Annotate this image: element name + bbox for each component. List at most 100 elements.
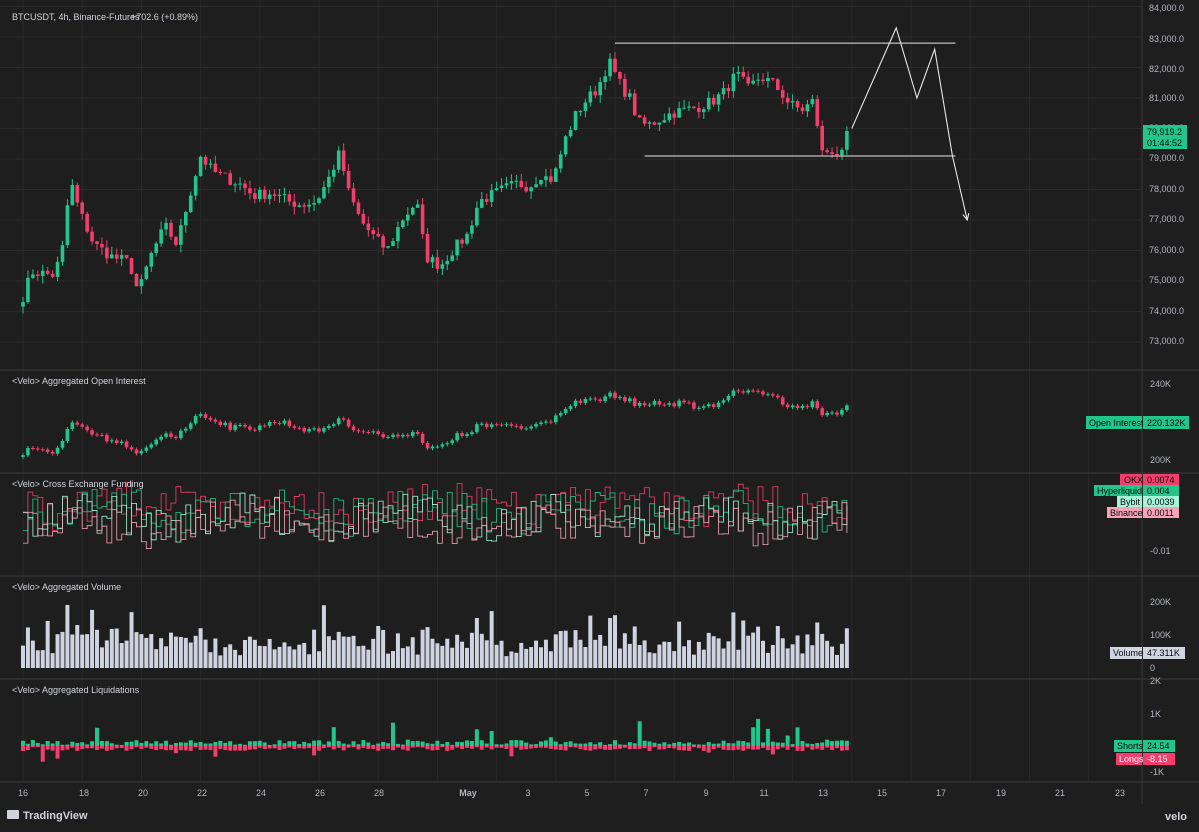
oi-body [652,401,657,405]
oi-body [790,405,795,408]
liq-short-bar [445,742,450,746]
oi-body [682,400,686,403]
liq-short-bar [119,744,124,746]
candle-body [21,302,25,307]
liq-pane-title[interactable]: <Velo> Aggregated Liquidations [12,685,140,695]
oi-body [465,434,469,437]
liq-short-bar [632,743,637,746]
volume-tick: 0 [1150,663,1155,673]
date-tick: 11 [759,788,768,798]
liq-short-bar [627,742,632,746]
candle-body [198,156,203,177]
liq-short-bar [652,742,657,746]
pane-separators[interactable] [0,0,1199,804]
liq-long-bar [800,746,805,751]
candle-body [578,110,583,112]
liq-long-bar [499,746,504,748]
oi-body [524,428,528,430]
liq-long-bar [519,746,524,750]
oi-body [425,442,430,449]
candle-body [105,247,109,259]
volume-bar [613,615,617,668]
liq-long-bar [835,746,839,749]
volume-bar [677,621,682,668]
liq-long-bar [780,746,785,748]
oi-body [776,395,780,398]
volume-bar [553,634,558,668]
liq-long-bar [613,746,617,750]
funding-badge-label: OKX [1124,475,1143,485]
liq-long-bar [405,746,410,751]
oi-body [529,426,533,429]
volume-bar [391,651,395,668]
liq-short-bar [218,740,223,746]
candle-body [75,184,80,203]
oi-body [90,430,94,435]
candle-body [169,222,173,237]
drawing-annotations[interactable] [615,26,970,222]
candle-body [327,176,331,188]
liq-short-bar [736,740,741,746]
volume-bar [223,647,228,668]
volume-pane-title[interactable]: <Velo> Aggregated Volume [12,582,121,592]
candle-body [154,243,158,253]
liq-long-bar [830,746,835,751]
candle-body [613,58,617,73]
volume-bar [568,647,573,668]
liq-long-bar [114,746,119,749]
candle-body [677,108,681,118]
volume-bar [114,628,119,668]
symbol-title[interactable]: BTCUSDT, 4h, Binance-Futures [12,12,140,22]
candle-body [514,180,519,182]
volume-bar [267,638,272,668]
candle-body [90,231,94,242]
liq-long-bar [815,746,820,749]
date-axis[interactable]: 16 18 20 22 24 26 28 May 3 5 7 9 11 13 1… [18,788,1125,798]
liq-long-bar [109,746,114,750]
liq-short-bar [489,730,494,746]
candle-body [647,122,652,124]
volume-bar [326,636,331,668]
oi-body [386,436,390,438]
liq-short-bar [277,740,282,746]
candle-body [524,187,528,192]
oi-pane-title[interactable]: <Velo> Aggregated Open Interest [12,376,146,386]
volume-bar [282,642,287,668]
volume-bar [583,647,588,668]
oi-body [267,421,272,426]
liq-long-bar [60,746,65,751]
liq-short-bar [208,743,213,746]
liq-short-bar [825,739,830,746]
liq-short-bar [321,744,326,746]
candle-body [465,233,469,244]
volume-bar [770,645,775,668]
liq-short-bar [687,742,691,746]
volume-bar [548,651,553,668]
oi-body [193,415,198,424]
tradingview-logo[interactable]: TradingView [7,810,88,822]
candle-body [223,172,228,174]
liq-long-bar [331,746,336,750]
liq-short-bar [539,741,543,746]
oi-body [563,409,568,414]
candle-body [726,88,731,92]
volume-bar [657,644,662,668]
liq-short-bar [317,740,321,746]
oi-badge: Open Interest 220.132K [1086,416,1189,429]
liq-long-bar [302,746,307,749]
liq-long-bar [70,746,75,748]
volume-bar [642,640,647,668]
liq-long-bar [80,746,85,750]
candle-body [420,204,425,234]
candle-body [174,236,178,245]
candle-body [603,76,607,83]
oi-body [154,439,158,445]
liq-short-bar [376,743,381,746]
candle-body [652,122,657,125]
candle-body [159,229,163,244]
oi-body [159,436,163,440]
funding-pane-title[interactable]: <Velo> Cross Exchange Funding [12,479,144,489]
liq-short-bar [761,742,765,746]
